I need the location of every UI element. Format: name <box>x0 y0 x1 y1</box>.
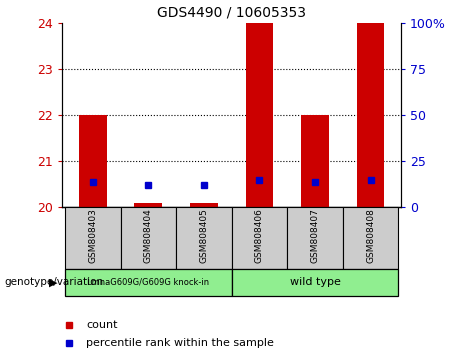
Text: LmnaG609G/G609G knock-in: LmnaG609G/G609G knock-in <box>87 278 209 287</box>
Bar <box>79 115 106 207</box>
Text: GSM808406: GSM808406 <box>255 208 264 263</box>
Text: percentile rank within the sample: percentile rank within the sample <box>86 338 274 348</box>
Bar <box>176 207 231 269</box>
Bar <box>65 207 121 269</box>
Bar <box>65 269 231 296</box>
Text: count: count <box>86 320 118 330</box>
Bar <box>135 204 162 207</box>
Text: GSM808404: GSM808404 <box>144 208 153 263</box>
Bar <box>301 115 329 207</box>
Bar <box>246 23 273 207</box>
Bar <box>232 269 398 296</box>
Text: GSM808408: GSM808408 <box>366 208 375 263</box>
Text: GSM808407: GSM808407 <box>310 208 319 263</box>
Text: ▶: ▶ <box>49 277 58 287</box>
Bar <box>190 204 218 207</box>
Bar <box>287 207 343 269</box>
Bar <box>232 207 287 269</box>
Title: GDS4490 / 10605353: GDS4490 / 10605353 <box>157 5 306 19</box>
Bar <box>357 23 384 207</box>
Bar <box>343 207 398 269</box>
Text: genotype/variation: genotype/variation <box>5 277 104 287</box>
Text: GSM808405: GSM808405 <box>199 208 208 263</box>
Bar <box>121 207 176 269</box>
Text: GSM808403: GSM808403 <box>89 208 97 263</box>
Text: wild type: wild type <box>290 277 340 287</box>
